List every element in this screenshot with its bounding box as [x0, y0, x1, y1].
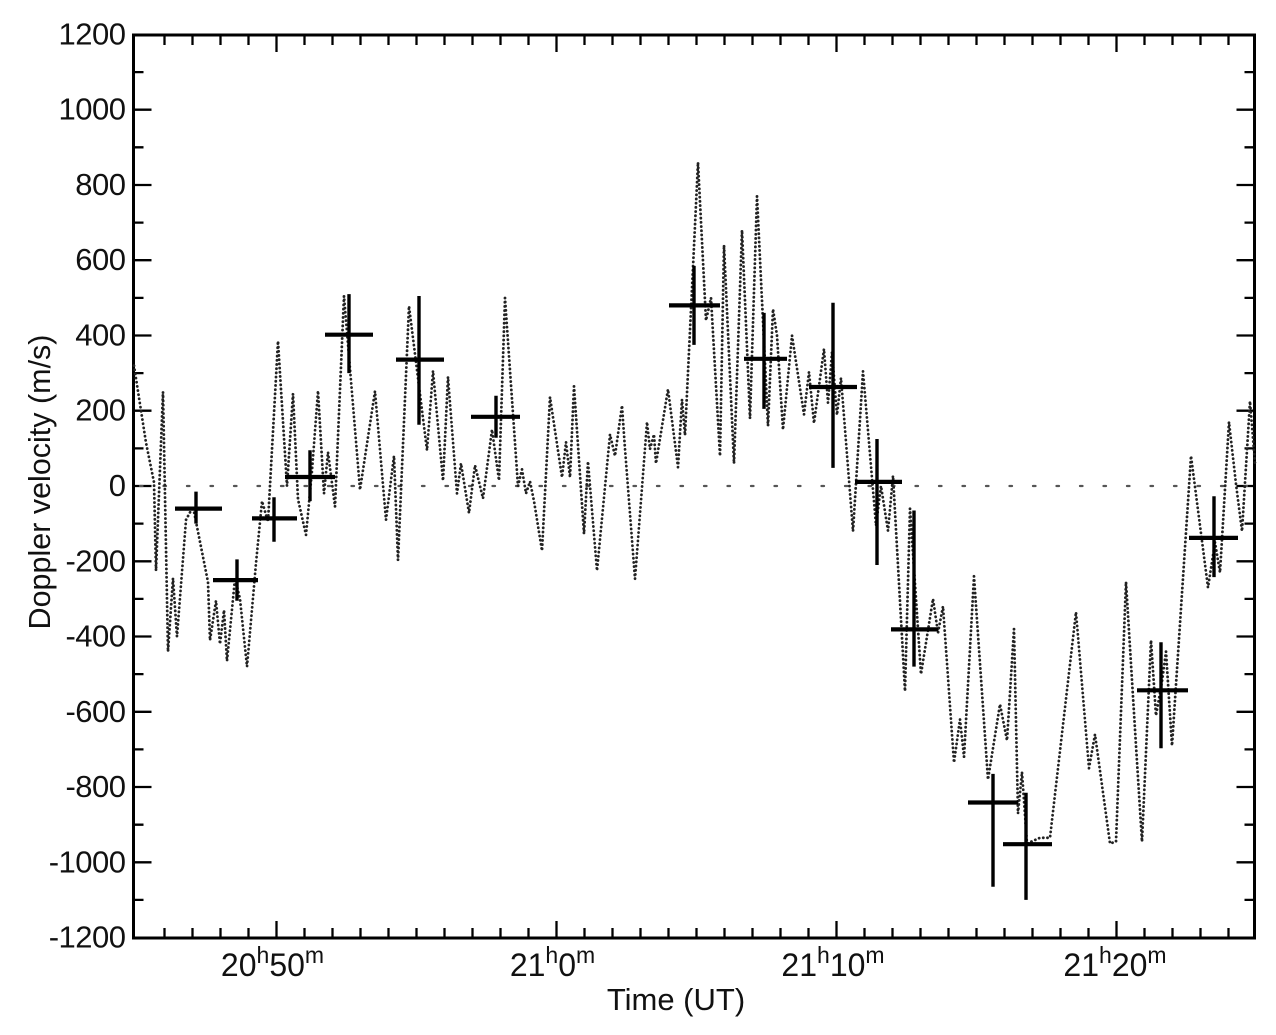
svg-text:-200: -200: [65, 543, 125, 578]
svg-text:1200: 1200: [59, 16, 126, 51]
svg-text:-800: -800: [65, 769, 125, 804]
svg-text:800: 800: [75, 167, 125, 202]
svg-text:600: 600: [75, 242, 125, 277]
svg-text:400: 400: [75, 318, 125, 353]
svg-text:Time (UT): Time (UT): [607, 982, 745, 1017]
svg-text:0: 0: [109, 468, 126, 503]
svg-text:-600: -600: [65, 694, 125, 729]
svg-text:Doppler velocity (m/s): Doppler velocity (m/s): [23, 335, 57, 630]
svg-text:-1000: -1000: [49, 844, 126, 879]
svg-text:-1200: -1200: [49, 920, 126, 955]
svg-text:-400: -400: [65, 619, 125, 654]
svg-text:200: 200: [75, 393, 125, 428]
svg-text:1000: 1000: [59, 92, 126, 127]
